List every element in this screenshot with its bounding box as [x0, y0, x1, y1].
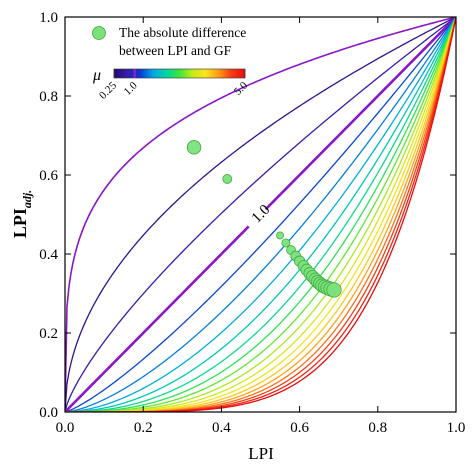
- curve-annotation-bg: [240, 201, 269, 230]
- y-tick-label: 1.0: [39, 10, 58, 26]
- y-tick-label: 0.4: [39, 247, 58, 263]
- curve-mu-0_75: [65, 17, 456, 412]
- x-tick-label: 0.4: [212, 420, 231, 436]
- y-axis-label-main: LPI: [10, 208, 30, 238]
- curve-mu-1_25: [65, 17, 456, 412]
- x-tick-label: 0.0: [56, 420, 75, 436]
- legend: The absolute difference between LPI and …: [92, 25, 246, 58]
- legend-line-2: between LPI and GF: [119, 43, 232, 58]
- data-marker: [281, 238, 291, 248]
- y-axis-label: LPIadj.: [10, 190, 34, 238]
- x-tick-label: 0.2: [134, 420, 153, 436]
- legend-line-1: The absolute difference: [119, 25, 246, 40]
- data-marker: [276, 231, 285, 240]
- x-tick-label: 0.8: [368, 420, 387, 436]
- x-tick-label: 1.0: [447, 420, 466, 436]
- curve-mu-2_25: [65, 17, 456, 412]
- colorbar-label: μ: [92, 67, 101, 84]
- y-axis-label-subscript: adj.: [20, 190, 34, 208]
- plot-frame: [64, 16, 457, 413]
- colorbar-tick-label: 5.0: [232, 79, 251, 98]
- y-tick-label: 0.6: [39, 168, 58, 184]
- x-axis: 0.0 0.2 0.4 0.6 0.8 1.0: [56, 17, 466, 436]
- curve-mu-0_5: [65, 17, 456, 412]
- curve-mu-1_75: [65, 17, 456, 412]
- curve-mu-2: [65, 17, 456, 412]
- marker-layer: [186, 140, 342, 298]
- x-axis-label: LPI: [248, 444, 274, 463]
- legend-marker-icon: [92, 26, 106, 40]
- curve-mu-3: [65, 17, 456, 412]
- colorbar-strip: [113, 68, 246, 79]
- y-tick-label: 0.0: [39, 405, 58, 421]
- data-marker: [326, 282, 342, 298]
- y-tick-label: 0.2: [39, 326, 58, 342]
- data-marker: [222, 174, 233, 184]
- y-axis: 0.0 0.2 0.4 0.6 0.8 1.0: [39, 10, 456, 421]
- x-tick-label: 0.6: [290, 420, 309, 436]
- curve-mu-2_75: [65, 17, 456, 412]
- data-marker: [186, 140, 202, 155]
- curve-mu-1_5: [65, 17, 456, 412]
- colorbar-tick-label: 1.0: [122, 79, 141, 98]
- y-tick-label: 0.8: [39, 89, 58, 105]
- colorbar: μ 0.25 1.0 5.0: [92, 67, 250, 102]
- curve-mu-2_5: [65, 17, 456, 412]
- curve-layer: [65, 17, 456, 412]
- curve-mu-0_25: [65, 17, 456, 412]
